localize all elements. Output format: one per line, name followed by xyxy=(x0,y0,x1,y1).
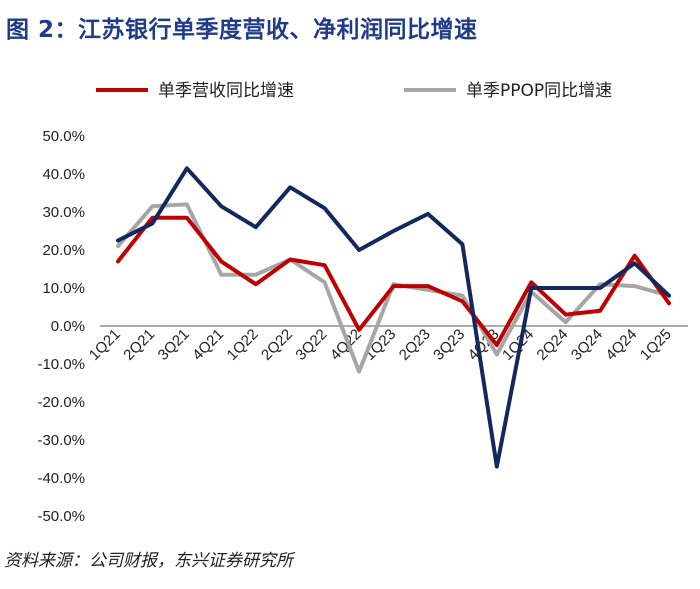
y-tick-label: 20.0% xyxy=(42,242,85,259)
x-tick-label: 4Q24 xyxy=(602,326,640,364)
series-line-1 xyxy=(116,215,671,347)
x-tick-label: 2Q24 xyxy=(534,326,572,364)
y-tick-label: 30.0% xyxy=(42,204,85,221)
x-tick-label: 3Q21 xyxy=(155,326,193,364)
x-tick-label: 3Q23 xyxy=(430,326,468,364)
legend-label: 单季营收同比增速 xyxy=(158,81,294,101)
x-axis-ticks: 1Q212Q213Q214Q211Q222Q223Q224Q221Q232Q23… xyxy=(86,326,675,364)
x-tick-label: 2Q23 xyxy=(396,326,434,364)
y-tick-label: -20.0% xyxy=(37,394,85,411)
y-tick-label: 10.0% xyxy=(42,280,85,297)
y-tick-label: 50.0% xyxy=(42,128,85,145)
x-tick-label: 2Q21 xyxy=(120,326,158,364)
legend-label: 单季PPOP同比增速 xyxy=(466,81,612,101)
y-tick-label: -30.0% xyxy=(37,432,85,449)
y-tick-label: -10.0% xyxy=(37,356,85,373)
x-tick-label: 1Q21 xyxy=(86,326,124,364)
series-line-3 xyxy=(116,166,671,469)
x-tick-label: 3Q24 xyxy=(568,326,606,364)
x-tick-label: 1Q22 xyxy=(224,326,262,364)
y-tick-label: -40.0% xyxy=(37,470,85,487)
figure-title: 图 2：江苏银行单季度营收、净利润同比增速 xyxy=(6,17,478,43)
y-tick-label: 0.0% xyxy=(51,318,85,335)
x-tick-label: 3Q22 xyxy=(292,326,330,364)
source-note: 资料来源：公司财报，东兴证券研究所 xyxy=(4,551,293,571)
x-tick-label: 1Q25 xyxy=(637,326,675,364)
x-tick-label: 2Q22 xyxy=(258,326,296,364)
y-axis-ticks: 50.0% 40.0% 30.0% 20.0% 10.0% 0.0% -10.0% -20.0… xyxy=(37,128,85,525)
y-tick-label: 40.0% xyxy=(42,166,85,183)
x-tick-label: 1Q23 xyxy=(361,326,399,364)
chart-legend: 单季营收同比增速 单季PPOP同比增速 xyxy=(96,81,612,101)
y-tick-label: -50.0% xyxy=(37,508,85,525)
x-tick-label: 4Q21 xyxy=(189,326,227,364)
series-lines xyxy=(116,166,671,469)
